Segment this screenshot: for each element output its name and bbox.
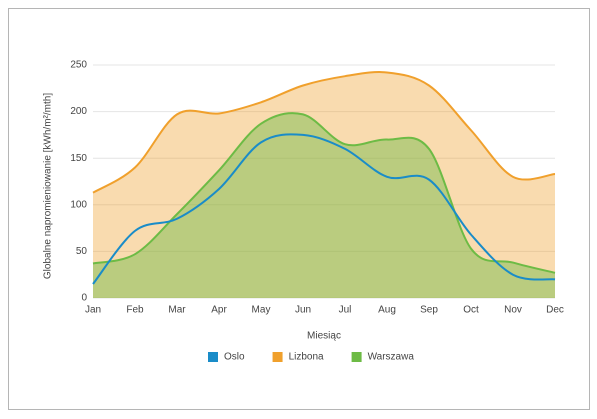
x-tick-label: Oct: [463, 305, 479, 316]
y-axis-title: Globalne napromieniowanie [kWh/m²/mth]: [43, 93, 54, 279]
legend: Oslo Lizbona Warszawa: [208, 352, 414, 363]
x-tick-label: Mar: [168, 305, 186, 316]
legend-label: Lizbona: [289, 352, 324, 363]
area: [93, 113, 555, 299]
legend-label: Oslo: [224, 352, 245, 363]
x-axis-title: Miesiąc: [307, 331, 341, 342]
y-tick-label: 0: [81, 293, 87, 304]
x-tick-label: Jun: [295, 305, 311, 316]
x-tick-label: Aug: [378, 305, 396, 316]
line: [92, 133, 556, 285]
legend-label: Warszawa: [368, 352, 415, 363]
plot-area: 0 50 100 150 200 250 Jan Feb Mar Apr May Jun Jul Aug S…: [70, 60, 564, 316]
x-tick-label: Apr: [211, 305, 227, 316]
line: [92, 71, 556, 194]
line: [92, 112, 556, 274]
x-tick-label: Sep: [420, 305, 438, 316]
x-tick-label: Jul: [339, 305, 352, 316]
x-tick-label: May: [252, 305, 271, 316]
legend-swatch: [351, 352, 362, 362]
x-tick-label: Jan: [85, 305, 101, 316]
area: [93, 72, 555, 299]
y-tick-label: 150: [70, 153, 87, 164]
x-tick-label: Dec: [546, 305, 564, 316]
x-tick-label: Feb: [126, 305, 144, 316]
chart-frame: [8, 8, 590, 410]
y-tick-label: 100: [70, 199, 87, 210]
legend-swatch: [208, 352, 218, 362]
legend-swatch: [272, 352, 283, 362]
x-tick-label: Nov: [504, 305, 522, 316]
y-tick-label: 200: [70, 106, 87, 117]
y-tick-label: 50: [76, 246, 88, 257]
y-tick-label: 250: [70, 60, 87, 71]
